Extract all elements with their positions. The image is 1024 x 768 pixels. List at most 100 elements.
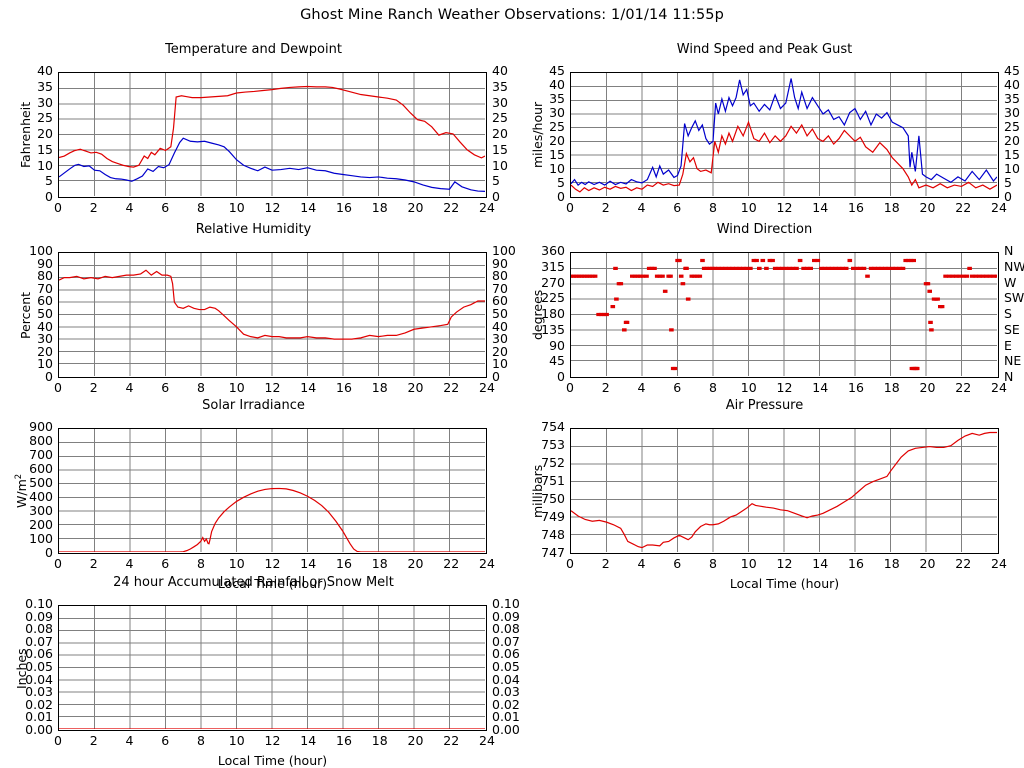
xtick-wind_direction: 24 <box>991 380 1007 395</box>
xtick-relative_humidity: 24 <box>479 380 495 395</box>
xtick-relative_humidity: 4 <box>125 380 134 395</box>
ytick-right-relative_humidity: 30 <box>492 331 508 347</box>
xtick-wind_speed_gust: 16 <box>848 200 864 215</box>
ytick-right-wind_speed_gust: 40 <box>1004 77 1020 92</box>
ytick-left-wind_speed_gust: 10 <box>549 161 565 176</box>
plot-area-rainfall <box>58 605 487 731</box>
xtick-rainfall: 4 <box>125 733 134 748</box>
xtick-temperature_dewpoint: 4 <box>125 200 134 215</box>
ytick-right-temperature_dewpoint: 5 <box>492 173 500 189</box>
ytick-left-rainfall: 0.08 <box>25 621 53 637</box>
chart-panel-air_pressure: Air Pressure 747 748 749 750 751 752 753 754 0 2 4 6… <box>510 398 1024 591</box>
xtick-air_pressure: 20 <box>919 556 936 571</box>
xtick-air_pressure: 16 <box>848 556 864 571</box>
xtick-air_pressure: 12 <box>776 556 793 571</box>
ytick-left-solar_irradiance: 800 <box>29 433 53 448</box>
ytick-right-wind_speed_gust: 35 <box>1004 91 1020 106</box>
ytick-right-temperature_dewpoint: 10 <box>492 157 508 173</box>
xtick-temperature_dewpoint: 6 <box>161 200 170 215</box>
xtick-temperature_dewpoint: 16 <box>336 200 352 215</box>
xtick-temperature_dewpoint: 22 <box>443 200 460 215</box>
ytick-right-rainfall: 0.02 <box>492 696 520 712</box>
ytick-left-rainfall: 0.02 <box>25 696 53 712</box>
plot-svg-wind_direction <box>571 253 997 376</box>
xtick-wind_speed_gust: 20 <box>919 200 936 215</box>
ytick-right-wind_direction: S <box>1004 306 1012 321</box>
ytick-left-solar_irradiance: 400 <box>29 489 53 504</box>
xtick-relative_humidity: 16 <box>336 380 352 395</box>
chart-panel-relative_humidity: Relative Humidity 0 10 20 30 40 50 60 70 80 90 100 0… <box>0 222 516 402</box>
xtick-wind_direction: 6 <box>673 380 682 395</box>
ytick-left-wind_speed_gust: 35 <box>549 91 565 106</box>
ytick-left-solar_irradiance: 200 <box>29 517 53 532</box>
xtick-relative_humidity: 22 <box>443 380 460 395</box>
ytick-right-wind_direction: SW <box>1004 290 1024 306</box>
plot-area-temperature_dewpoint <box>58 72 487 198</box>
plot-svg-relative_humidity <box>59 253 485 376</box>
ytick-left-rainfall: 0.07 <box>25 633 53 649</box>
ytick-right-relative_humidity: 0 <box>492 369 500 384</box>
ytick-right-rainfall: 0.07 <box>492 633 520 649</box>
ytick-left-solar_irradiance: 500 <box>29 475 53 490</box>
xtick-relative_humidity: 10 <box>228 380 245 395</box>
chart-title-air_pressure: Air Pressure <box>725 398 804 413</box>
plot-area-wind_direction <box>570 252 999 378</box>
ytick-left-wind_speed_gust: 15 <box>549 147 565 162</box>
ytick-right-relative_humidity: 20 <box>492 343 508 359</box>
xtick-wind_speed_gust: 10 <box>740 200 757 215</box>
ytick-left-relative_humidity: 60 <box>37 293 53 309</box>
xtick-rainfall: 2 <box>89 733 98 748</box>
chart-panel-solar_irradiance: Solar Irradiance 0 100 200 300 400 500 600 700 80… <box>0 398 510 591</box>
ytick-left-wind_direction: 225 <box>541 290 565 306</box>
ytick-left-relative_humidity: 40 <box>37 318 53 334</box>
xtick-air_pressure: 4 <box>637 556 646 571</box>
ytick-left-relative_humidity: 100 <box>29 243 53 258</box>
plot-svg-temperature_dewpoint <box>59 73 485 196</box>
xtick-rainfall: 8 <box>197 733 205 748</box>
xtick-relative_humidity: 6 <box>161 380 170 395</box>
ytick-left-rainfall: 0.00 <box>25 722 53 737</box>
ytick-left-wind_speed_gust: 0 <box>557 189 565 204</box>
ytick-right-wind_speed_gust: 0 <box>1004 189 1012 204</box>
ytick-right-wind_speed_gust: 15 <box>1004 147 1020 162</box>
ytick-left-wind_direction: 0 <box>557 369 565 384</box>
ytick-left-rainfall: 0.04 <box>25 671 53 687</box>
ytick-left-temperature_dewpoint: 35 <box>37 78 53 94</box>
ytick-left-rainfall: 0.03 <box>25 684 53 700</box>
ytick-left-rainfall: 0.06 <box>25 646 53 662</box>
xtick-wind_direction: 14 <box>812 380 829 395</box>
ytick-left-air_pressure: 750 <box>541 491 565 506</box>
xtick-air_pressure: 18 <box>883 556 900 571</box>
ytick-left-wind_speed_gust: 25 <box>549 119 565 134</box>
xtick-rainfall: 0 <box>54 733 62 748</box>
ytick-right-wind_direction: W <box>1004 274 1017 290</box>
xtick-wind_direction: 2 <box>601 380 610 395</box>
xtick-wind_direction: 4 <box>637 380 646 395</box>
xtick-temperature_dewpoint: 24 <box>479 200 495 215</box>
ytick-right-relative_humidity: 70 <box>492 280 508 296</box>
xtick-solar_irradiance: 22 <box>443 556 460 571</box>
ytick-right-temperature_dewpoint: 35 <box>492 78 508 94</box>
ytick-right-temperature_dewpoint: 0 <box>492 189 500 204</box>
plot-svg-rainfall <box>59 606 485 729</box>
xtick-temperature_dewpoint: 0 <box>54 200 62 215</box>
ytick-left-temperature_dewpoint: 15 <box>37 141 53 157</box>
xtick-air_pressure: 6 <box>673 556 682 571</box>
ytick-left-solar_irradiance: 100 <box>29 531 53 546</box>
ytick-right-wind_speed_gust: 25 <box>1004 119 1020 134</box>
plot-area-air_pressure <box>570 428 999 554</box>
xtick-air_pressure: 14 <box>812 556 829 571</box>
ytick-left-temperature_dewpoint: 0 <box>45 189 53 204</box>
ytick-right-relative_humidity: 40 <box>492 318 508 334</box>
ytick-left-air_pressure: 749 <box>541 509 565 524</box>
xtick-wind_direction: 8 <box>709 380 717 395</box>
ytick-right-temperature_dewpoint: 20 <box>492 126 508 141</box>
ytick-left-wind_direction: 270 <box>541 274 565 290</box>
plot-svg-solar_irradiance <box>59 429 485 552</box>
ytick-right-relative_humidity: 60 <box>492 293 508 309</box>
xtick-solar_irradiance: 6 <box>161 556 170 571</box>
ytick-right-rainfall: 0.10 <box>492 596 520 611</box>
ytick-left-relative_humidity: 90 <box>37 255 53 271</box>
chart-title-rainfall: 24 hour Accumulated Rainfall or Snow Mel… <box>113 575 394 590</box>
ytick-right-wind_speed_gust: 20 <box>1004 133 1020 148</box>
